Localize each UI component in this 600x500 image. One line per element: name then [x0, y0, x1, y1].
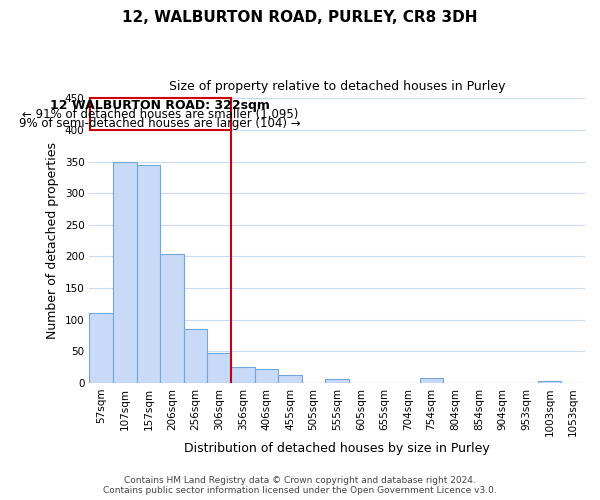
Bar [208, 353, 231, 383]
Text: Contains HM Land Registry data © Crown copyright and database right 2024.
Contai: Contains HM Land Registry data © Crown c… [103, 476, 497, 495]
Bar [113, 162, 137, 383]
Bar [160, 254, 184, 383]
Text: ← 91% of detached houses are smaller (1,095): ← 91% of detached houses are smaller (1,… [22, 108, 298, 120]
Bar [278, 376, 302, 383]
X-axis label: Distribution of detached houses by size in Purley: Distribution of detached houses by size … [184, 442, 490, 455]
Text: 12 WALBURTON ROAD: 322sqm: 12 WALBURTON ROAD: 322sqm [50, 100, 270, 112]
Y-axis label: Number of detached properties: Number of detached properties [46, 142, 59, 339]
Bar [231, 367, 254, 383]
Bar [184, 329, 208, 383]
Title: Size of property relative to detached houses in Purley: Size of property relative to detached ho… [169, 80, 505, 93]
Bar [420, 378, 443, 383]
Bar [137, 164, 160, 383]
Text: 9% of semi-detached houses are larger (104) →: 9% of semi-detached houses are larger (1… [19, 117, 301, 130]
Bar [325, 378, 349, 383]
Bar [89, 314, 113, 383]
FancyBboxPatch shape [90, 98, 230, 130]
Bar [538, 381, 562, 383]
Bar [254, 369, 278, 383]
Text: 12, WALBURTON ROAD, PURLEY, CR8 3DH: 12, WALBURTON ROAD, PURLEY, CR8 3DH [122, 10, 478, 25]
